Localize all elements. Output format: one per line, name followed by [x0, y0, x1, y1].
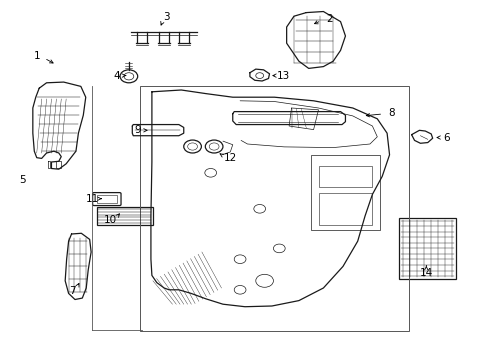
Text: 10: 10 — [104, 215, 117, 225]
Bar — [399, 218, 456, 279]
Text: 12: 12 — [223, 153, 237, 163]
Text: 2: 2 — [326, 14, 333, 24]
Bar — [140, 86, 409, 331]
Bar — [318, 193, 372, 225]
Text: 14: 14 — [419, 268, 433, 278]
Text: 1: 1 — [33, 51, 40, 61]
Text: 9: 9 — [134, 125, 141, 135]
Bar — [318, 166, 372, 187]
Text: 13: 13 — [276, 71, 290, 81]
Bar — [311, 155, 380, 230]
Bar — [97, 207, 153, 225]
Text: 7: 7 — [69, 286, 76, 296]
Text: 4: 4 — [113, 71, 120, 81]
Text: 3: 3 — [163, 12, 170, 22]
Text: 6: 6 — [443, 132, 450, 143]
Bar — [97, 195, 117, 203]
Text: 11: 11 — [85, 194, 99, 204]
Text: 5: 5 — [19, 175, 25, 185]
Text: 8: 8 — [389, 108, 395, 118]
